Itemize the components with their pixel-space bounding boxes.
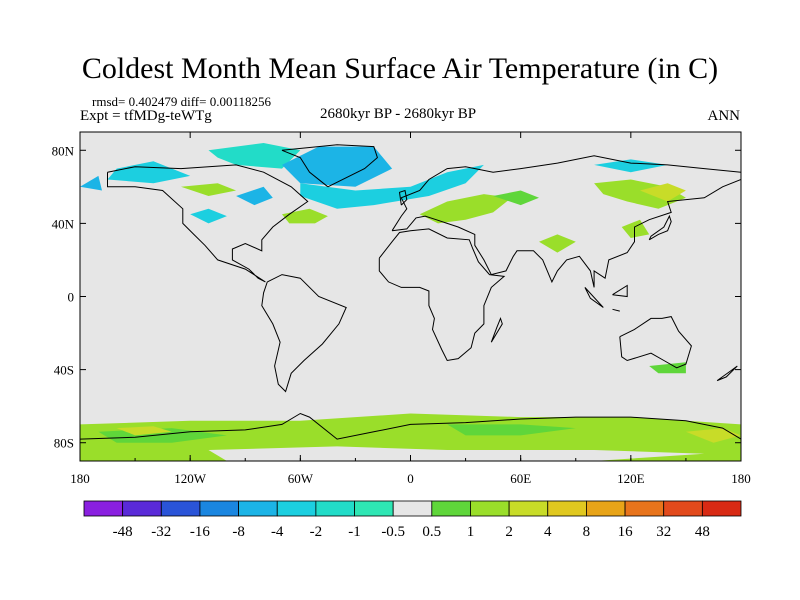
anomaly-region-21 [649, 362, 686, 374]
colorbar-label: 2 [505, 524, 513, 540]
coastline-13 [716, 365, 738, 382]
x-tick-label: 0 [407, 471, 414, 486]
colorbar-label: -1 [348, 524, 361, 540]
y-tick-label: 0 [68, 290, 75, 305]
anomaly-region-6 [181, 183, 237, 196]
anomaly-fields [80, 143, 741, 461]
colorbar-label: -4 [271, 524, 284, 540]
coastline-8 [648, 214, 672, 241]
x-tick-label: 180 [731, 471, 751, 486]
coastline-4 [378, 228, 506, 362]
coastline-12 [612, 284, 628, 298]
anomaly-region-2 [282, 146, 393, 187]
colorbar-label: 4 [544, 524, 552, 540]
coastline-1 [281, 144, 378, 188]
colorbar-swatch [470, 500, 510, 517]
coastline-7 [398, 189, 408, 206]
colorbar-swatch [122, 500, 162, 517]
anomaly-region-7 [236, 186, 273, 206]
anomaly-region-5 [190, 208, 227, 224]
coastline-9 [490, 316, 503, 343]
colorbar-swatch [431, 500, 471, 517]
coastline-5 [619, 316, 692, 369]
colorbar-swatch [354, 500, 394, 517]
colorbar-swatch [663, 500, 703, 517]
anomaly-region-12 [594, 159, 668, 173]
colorbar-swatch [238, 500, 278, 517]
coastline-0 [107, 164, 309, 283]
coastline-2 [261, 274, 347, 393]
x-tick-label: 120E [617, 471, 645, 486]
coastline-11 [612, 308, 620, 312]
anomaly-region-0 [107, 161, 191, 184]
y-tick-label: 40N [52, 216, 75, 231]
colorbar-swatch [547, 500, 587, 517]
x-tick-label: 180 [70, 471, 90, 486]
anomaly-region-13 [80, 175, 102, 191]
colorbar-label: -32 [151, 524, 171, 540]
anomaly-region-22 [208, 446, 705, 461]
x-tick-label: 120W [174, 471, 207, 486]
y-tick-label: 40S [54, 363, 74, 378]
colorbar-label: -16 [190, 524, 210, 540]
colorbar-label: 32 [656, 524, 671, 540]
colorbar-swatch [508, 500, 549, 517]
colorbar-swatch [701, 500, 742, 517]
colorbar-swatch [276, 500, 317, 517]
anomaly-region-11 [640, 183, 686, 202]
anomaly-region-18 [116, 426, 172, 436]
coastline-3 [391, 155, 741, 288]
y-tick-label: 80N [52, 143, 75, 158]
colorbar-swatch [83, 500, 124, 517]
colorbar-label: -2 [310, 524, 323, 540]
colorbar-swatch [199, 500, 239, 517]
colorbar-swatch [160, 500, 201, 517]
colorbar-label: 48 [695, 524, 710, 540]
colorbar-label: -8 [232, 524, 245, 540]
colorbar-label: 1 [467, 524, 475, 540]
y-tick-label: 80S [54, 436, 74, 451]
colorbar-label: -0.5 [381, 524, 405, 540]
x-tick-label: 60E [510, 471, 531, 486]
coastline-10 [584, 287, 604, 308]
anomaly-region-19 [447, 424, 576, 436]
colorbar-swatch [624, 500, 665, 517]
anomaly-region-4 [282, 208, 328, 224]
anomaly-region-9 [493, 190, 539, 206]
anomaly-region-8 [419, 194, 512, 224]
anomaly-region-20 [685, 428, 741, 443]
anomaly-region-14 [539, 234, 576, 253]
colorbar-swatch [315, 500, 355, 517]
colorbar-swatch [586, 500, 626, 517]
chart-title: Coldest Month Mean Surface Air Temperatu… [81, 52, 719, 85]
anomaly-region-1 [208, 143, 301, 169]
colorbar-swatch [392, 500, 433, 517]
season-label: ANN [707, 108, 741, 124]
colorbar-label: 16 [618, 524, 634, 540]
x-tick-label: 60W [288, 471, 314, 486]
coastlines [80, 144, 741, 440]
rmsd-diff-text: rmsd= 0.402479 diff= 0.00118256 [92, 94, 271, 109]
colorbar-label: -48 [113, 524, 133, 540]
period-label: 2680kyr BP - 2680kyr BP [320, 106, 477, 122]
colorbar-label: 8 [583, 524, 591, 540]
anomaly-region-3 [300, 164, 484, 209]
coastline-6 [80, 412, 741, 440]
anomaly-region-15 [621, 219, 650, 238]
experiment-label: Expt = tfMDg-teWTg [80, 108, 212, 124]
colorbar-label: 0.5 [422, 524, 441, 540]
